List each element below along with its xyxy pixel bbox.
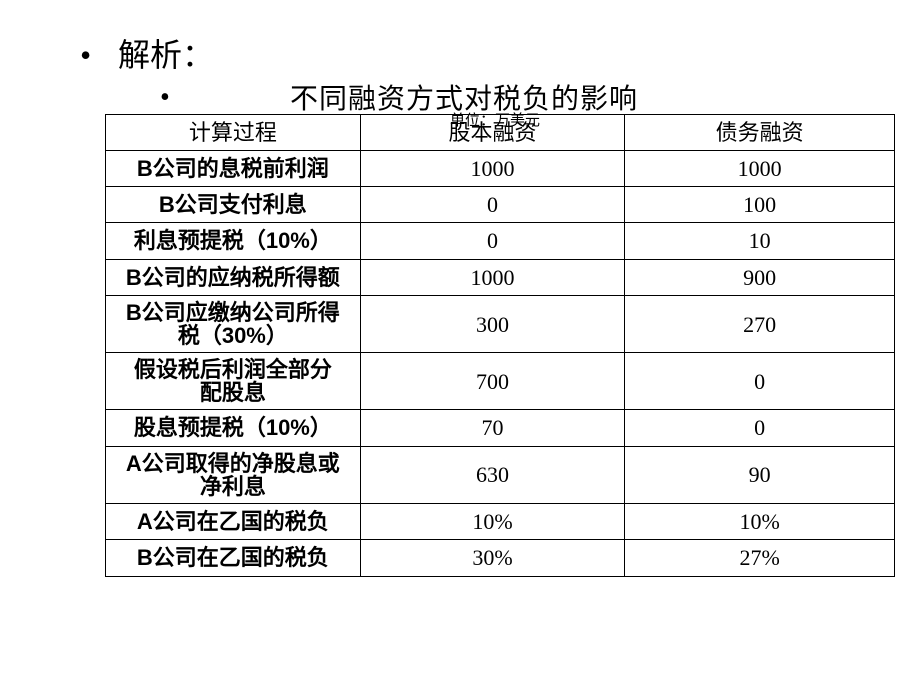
title-row: • 不同融资方式对税负的影响 单位：万美元 bbox=[160, 77, 880, 117]
cell-debt: 270 bbox=[625, 296, 895, 353]
slide-content: • 解析： • 不同融资方式对税负的影响 单位：万美元 计算过程 股本融资 债务… bbox=[0, 0, 920, 597]
table-row: B公司在乙国的税负 30% 27% bbox=[106, 540, 895, 576]
cell-equity: 30% bbox=[360, 540, 625, 576]
table-row: B公司应缴纳公司所得税（30%） 300 270 bbox=[106, 296, 895, 353]
cell-equity: 70 bbox=[360, 410, 625, 446]
cell-debt: 0 bbox=[625, 353, 895, 410]
cell-equity: 10% bbox=[360, 503, 625, 539]
cell-equity: 0 bbox=[360, 223, 625, 259]
bullet-dot: • bbox=[80, 35, 110, 77]
row-label: B公司应缴纳公司所得税（30%） bbox=[106, 296, 361, 353]
header-debt: 债务融资 bbox=[625, 114, 895, 150]
row-label: A公司取得的净股息或净利息 bbox=[106, 446, 361, 503]
header-process: 计算过程 bbox=[106, 114, 361, 150]
cell-debt: 10% bbox=[625, 503, 895, 539]
row-label: 股息预提税（10%） bbox=[106, 410, 361, 446]
header-equity: 股本融资 bbox=[360, 114, 625, 150]
sub-bullet-dot: • bbox=[160, 82, 170, 114]
cell-debt: 0 bbox=[625, 410, 895, 446]
table-row: A公司在乙国的税负 10% 10% bbox=[106, 503, 895, 539]
row-label: B公司支付利息 bbox=[106, 187, 361, 223]
row-label: 假设税后利润全部分配股息 bbox=[106, 353, 361, 410]
row-label: B公司的息税前利润 bbox=[106, 150, 361, 186]
finance-table: 计算过程 股本融资 债务融资 B公司的息税前利润 1000 1000 B公司支付… bbox=[105, 114, 895, 577]
row-label: 利息预提税（10%） bbox=[106, 223, 361, 259]
cell-debt: 10 bbox=[625, 223, 895, 259]
cell-equity: 630 bbox=[360, 446, 625, 503]
cell-debt: 1000 bbox=[625, 150, 895, 186]
table-row: 利息预提税（10%） 0 10 bbox=[106, 223, 895, 259]
table-row: B公司的息税前利润 1000 1000 bbox=[106, 150, 895, 186]
analysis-label: 解析： bbox=[118, 37, 214, 73]
cell-equity: 0 bbox=[360, 187, 625, 223]
cell-equity: 300 bbox=[360, 296, 625, 353]
cell-equity: 1000 bbox=[360, 150, 625, 186]
cell-equity: 1000 bbox=[360, 259, 625, 295]
table-row: B公司的应纳税所得额 1000 900 bbox=[106, 259, 895, 295]
cell-debt: 90 bbox=[625, 446, 895, 503]
table-row: 假设税后利润全部分配股息 700 0 bbox=[106, 353, 895, 410]
table-row: A公司取得的净股息或净利息 630 90 bbox=[106, 446, 895, 503]
cell-debt: 100 bbox=[625, 187, 895, 223]
table-container: 计算过程 股本融资 债务融资 B公司的息税前利润 1000 1000 B公司支付… bbox=[105, 114, 880, 577]
cell-debt: 900 bbox=[625, 259, 895, 295]
row-label: A公司在乙国的税负 bbox=[106, 503, 361, 539]
table-row: 股息预提税（10%） 70 0 bbox=[106, 410, 895, 446]
row-label: B公司的应纳税所得额 bbox=[106, 259, 361, 295]
table-row: B公司支付利息 0 100 bbox=[106, 187, 895, 223]
analysis-bullet: • 解析： bbox=[80, 35, 880, 77]
row-label: B公司在乙国的税负 bbox=[106, 540, 361, 576]
cell-equity: 700 bbox=[360, 353, 625, 410]
cell-debt: 27% bbox=[625, 540, 895, 576]
table-header-row: 计算过程 股本融资 债务融资 bbox=[106, 114, 895, 150]
